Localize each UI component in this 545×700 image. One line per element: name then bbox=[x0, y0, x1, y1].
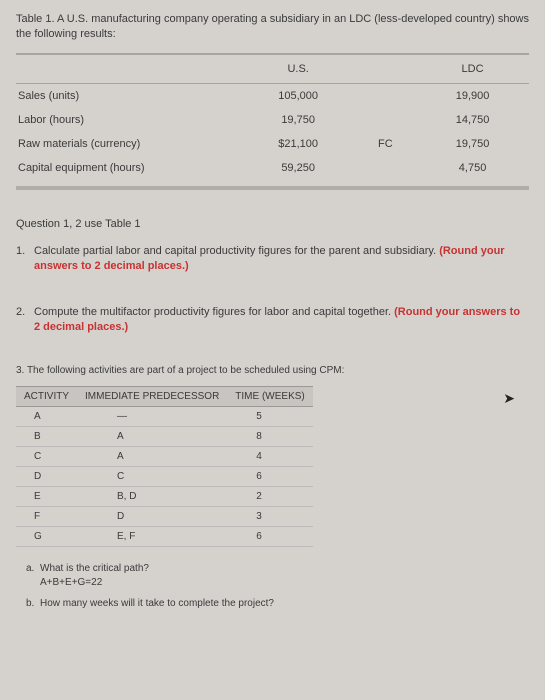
col-header-ldc: LDC bbox=[416, 54, 529, 84]
question-reference: Question 1, 2 use Table 1 bbox=[16, 218, 529, 230]
cell-value bbox=[355, 83, 417, 108]
col-header-predecessor: IMMEDIATE PREDECESSOR bbox=[77, 387, 227, 407]
results-table: U.S. LDC Sales (units) 105,000 19,900 La… bbox=[16, 53, 529, 180]
cell-value: FC bbox=[355, 132, 417, 156]
cell-value: 105,000 bbox=[242, 83, 355, 108]
row-label: Sales (units) bbox=[16, 83, 242, 108]
col-header-time: TIME (WEEKS) bbox=[227, 387, 312, 407]
table1-caption: Table 1. A U.S. manufacturing company op… bbox=[16, 12, 529, 43]
sub-answer-a: A+B+E+G=22 bbox=[40, 577, 529, 588]
question-2: 2. Compute the multifactor productivity … bbox=[16, 305, 529, 336]
table-row: GE, F6 bbox=[16, 527, 313, 547]
question-text: Calculate partial labor and capital prod… bbox=[34, 245, 439, 257]
cell-value bbox=[355, 156, 417, 180]
cell-value: 14,750 bbox=[416, 108, 529, 132]
cell-value: 19,750 bbox=[416, 132, 529, 156]
cell-value: 19,900 bbox=[416, 83, 529, 108]
row-label: Raw materials (currency) bbox=[16, 132, 242, 156]
table-row: A—5 bbox=[16, 407, 313, 427]
col-header-activity: ACTIVITY bbox=[16, 387, 77, 407]
table-row: BA8 bbox=[16, 427, 313, 447]
cell-value: 19,750 bbox=[242, 108, 355, 132]
row-label: Labor (hours) bbox=[16, 108, 242, 132]
question-number: 1. bbox=[16, 244, 34, 275]
cell-value: $21,100 bbox=[242, 132, 355, 156]
sub-question-a: a.What is the critical path? bbox=[26, 563, 529, 574]
table-row: CA4 bbox=[16, 447, 313, 467]
col-header-us: U.S. bbox=[242, 54, 355, 84]
question-1: 1. Calculate partial labor and capital p… bbox=[16, 244, 529, 275]
cell-value: 59,250 bbox=[242, 156, 355, 180]
table-row: EB, D2 bbox=[16, 487, 313, 507]
cpm-table: ACTIVITY IMMEDIATE PREDECESSOR TIME (WEE… bbox=[16, 386, 313, 547]
sub-question-b: b.How many weeks will it take to complet… bbox=[26, 598, 529, 609]
question-number: 2. bbox=[16, 305, 34, 336]
cell-value bbox=[355, 108, 417, 132]
cursor-icon: ➤ bbox=[503, 390, 515, 407]
question-text: Compute the multifactor productivity fig… bbox=[34, 306, 394, 318]
question-3: 3. The following activities are part of … bbox=[16, 365, 529, 376]
table-row: DC6 bbox=[16, 467, 313, 487]
row-label: Capital equipment (hours) bbox=[16, 156, 242, 180]
table-row: FD3 bbox=[16, 507, 313, 527]
cell-value: 4,750 bbox=[416, 156, 529, 180]
